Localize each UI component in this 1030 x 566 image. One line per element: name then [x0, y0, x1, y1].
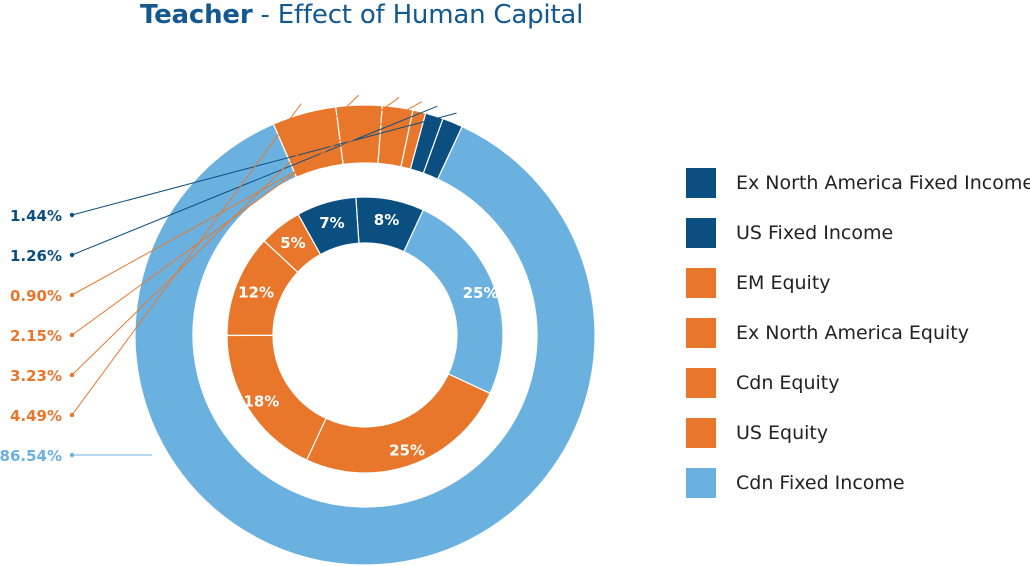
leader-line	[71, 105, 438, 256]
legend-label: Ex North America Equity	[736, 322, 969, 344]
inner-slice-label: 7%	[319, 214, 344, 232]
legend: Ex North America Fixed Income US Fixed I…	[686, 168, 1030, 518]
inner-slice-7	[403, 209, 504, 395]
inner-slice-label: 8%	[374, 211, 399, 229]
inner-slice-label: 12%	[238, 283, 274, 301]
outer-leader-lines	[69, 94, 457, 458]
legend-label: US Equity	[736, 422, 829, 444]
legend-item: US Equity	[686, 418, 1030, 468]
outer-slice-label: 86.54%	[0, 447, 62, 465]
outer-slice-label: 4.49%	[10, 407, 62, 425]
legend-swatch	[686, 168, 716, 198]
legend-swatch	[686, 268, 716, 298]
legend-swatch	[686, 218, 716, 248]
outer-slice-label: 0.90%	[10, 287, 62, 305]
inner-slice-label: 25%	[389, 442, 425, 460]
outer-slice-label: 3.23%	[10, 367, 62, 385]
leader-line	[71, 103, 302, 416]
legend-swatch	[686, 368, 716, 398]
legend-swatch	[686, 468, 716, 498]
chart-title: Teacher - Effect of Human Capital	[140, 0, 583, 30]
leader-line	[71, 112, 457, 216]
inner-slice-label: 18%	[243, 392, 279, 410]
chart-title-rest: - Effect of Human Capital	[252, 0, 584, 30]
leader-line	[71, 94, 360, 376]
outer-slice-7	[134, 123, 596, 566]
legend-item: Ex North America Fixed Income	[686, 168, 1030, 218]
chart-title-bold: Teacher	[140, 0, 253, 30]
inner-slice-label: 5%	[280, 234, 305, 252]
legend-item: US Fixed Income	[686, 218, 1030, 268]
outer-ring-labels: 1.44% 1.26% 0.90% 2.15% 3.23% 4.49% 86.54%	[0, 207, 62, 465]
legend-item: Cdn Equity	[686, 368, 1030, 418]
legend-item: EM Equity	[686, 268, 1030, 318]
outer-slice-label: 2.15%	[10, 327, 62, 345]
legend-label: EM Equity	[736, 272, 831, 294]
outer-slice-label: 1.26%	[10, 247, 62, 265]
inner-ring	[226, 196, 504, 474]
legend-label: US Fixed Income	[736, 222, 894, 244]
legend-swatch	[686, 318, 716, 348]
legend-item: Cdn Fixed Income	[686, 468, 1030, 518]
inner-slice-label: 25%	[463, 284, 499, 302]
legend-item: Ex North America Equity	[686, 318, 1030, 368]
legend-label: Ex North America Fixed Income	[736, 172, 1030, 194]
inner-ring-labels: 8% 7% 5% 12% 18% 25% 25%	[238, 211, 498, 460]
legend-label: Cdn Fixed Income	[736, 472, 905, 494]
leader-line	[71, 97, 400, 336]
leader-line	[71, 101, 422, 296]
outer-ring	[134, 104, 596, 566]
legend-label: Cdn Equity	[736, 372, 840, 394]
outer-slice-label: 1.44%	[10, 207, 62, 225]
legend-swatch	[686, 418, 716, 448]
